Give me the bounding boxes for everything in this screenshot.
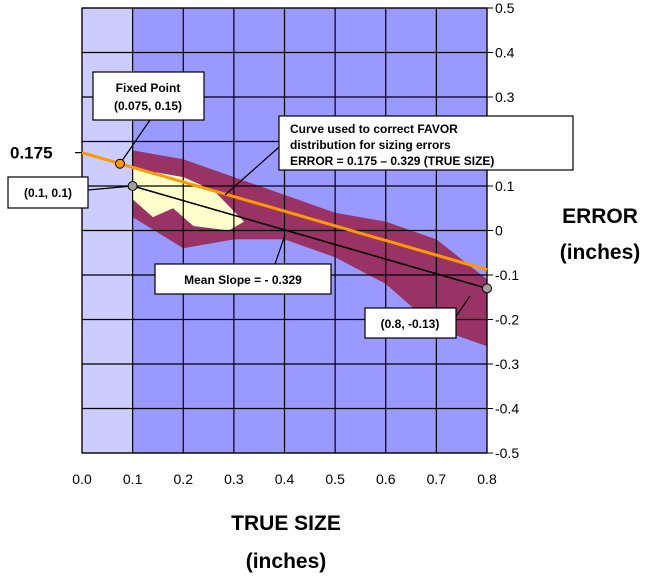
x-axis-unit: (inches) (246, 550, 327, 573)
point-b-leader (454, 295, 471, 319)
x-tick-label: 0.3 (224, 471, 244, 487)
data-point-2 (482, 283, 492, 294)
curve-box-line-1: Curve used to correct FAVOR (290, 122, 458, 136)
y-tick-label: -0.2 (495, 312, 519, 328)
curve-box-leader (224, 139, 288, 196)
y-tick-label: 0.4 (495, 45, 515, 61)
y-axis-title: ERROR (562, 205, 638, 228)
x-tick-label: 0.6 (376, 471, 396, 487)
x-tick-label: 0.7 (427, 471, 447, 487)
labels: 0.175 0.0 0.1 0.2 0.3 0.4 0.5 0.6 0.7 0.8 -0.5 -0.4… (7, 0, 641, 573)
x-tick-label: 0.1 (123, 471, 143, 487)
data-point-0 (114, 158, 125, 169)
y-tick-label: 0.5 (495, 0, 515, 16)
x-tick-label: 0.8 (477, 471, 497, 487)
curve-box-line-2: distribution for sizing errors (290, 138, 451, 152)
y-tick-label: 0 (495, 223, 503, 239)
mean-slope-line (132, 185, 488, 290)
point-a-leader (87, 185, 133, 191)
curve-box (278, 115, 574, 171)
mean-slope-leader (274, 234, 286, 265)
mean-slope-label: Mean Slope = - 0.329 (184, 273, 302, 287)
data-point-1 (127, 181, 138, 191)
fixed-point-title: Fixed Point (116, 81, 181, 95)
y-tick-label: -0.4 (495, 401, 519, 417)
y-axis-unit: (inches) (560, 241, 641, 264)
point-b-label: (0.8, -0.13) (381, 317, 440, 331)
correction-curve-line (81, 151, 488, 272)
x-axis-title: TRUE SIZE (231, 512, 341, 535)
intercept-label: 0.175 (10, 144, 53, 163)
y-tick-label: -0.5 (495, 445, 519, 461)
inner-region (132, 168, 244, 231)
y-tick-label: -0.3 (495, 356, 519, 372)
point-b-box (364, 307, 457, 339)
y-tick-label: 0.3 (495, 89, 515, 105)
x-tick-label: 0.2 (174, 471, 194, 487)
fixed-point-leader (119, 119, 151, 165)
fixed-point-coords: (0.075, 0.15) (114, 99, 182, 113)
x-tick-label: 0.0 (72, 471, 92, 487)
y-tick-label: 0.1 (495, 178, 515, 194)
point-a-box (7, 176, 89, 209)
y-tick-label: -0.1 (495, 267, 519, 283)
curve-box-equation: ERROR = 0.175 – 0.329 (TRUE SIZE) (290, 154, 494, 168)
mean-slope-box (154, 263, 332, 295)
fixed-point-box (92, 71, 205, 121)
x-tick-label: 0.5 (325, 471, 345, 487)
x-tick-label: 0.4 (275, 471, 295, 487)
point-a-label: (0.1, 0.1) (24, 186, 72, 200)
